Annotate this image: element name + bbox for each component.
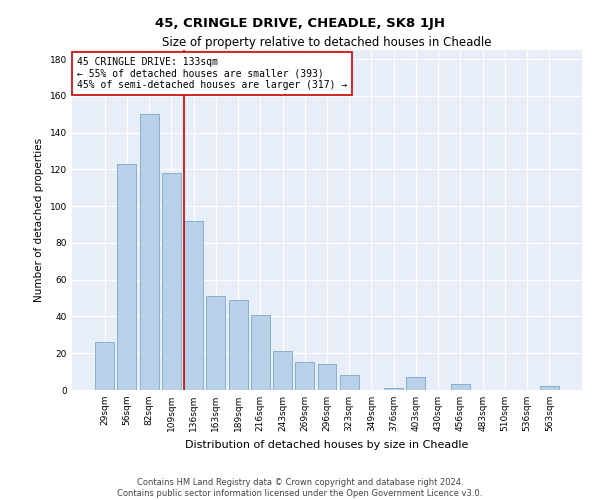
Bar [184,221,203,390]
Bar [295,362,314,390]
Bar [384,388,403,390]
Bar [451,384,470,390]
Bar [340,376,359,390]
Title: Size of property relative to detached houses in Cheadle: Size of property relative to detached ho… [162,36,492,49]
Bar [118,164,136,390]
Text: 45, CRINGLE DRIVE, CHEADLE, SK8 1JH: 45, CRINGLE DRIVE, CHEADLE, SK8 1JH [155,18,445,30]
Bar [140,114,158,390]
Bar [540,386,559,390]
Bar [273,352,292,390]
Y-axis label: Number of detached properties: Number of detached properties [34,138,44,302]
X-axis label: Distribution of detached houses by size in Cheadle: Distribution of detached houses by size … [185,440,469,450]
Bar [251,314,270,390]
Bar [206,296,225,390]
Bar [317,364,337,390]
Bar [406,377,425,390]
Text: 45 CRINGLE DRIVE: 133sqm
← 55% of detached houses are smaller (393)
45% of semi-: 45 CRINGLE DRIVE: 133sqm ← 55% of detach… [77,57,347,90]
Text: Contains HM Land Registry data © Crown copyright and database right 2024.
Contai: Contains HM Land Registry data © Crown c… [118,478,482,498]
Bar [229,300,248,390]
Bar [95,342,114,390]
Bar [162,173,181,390]
